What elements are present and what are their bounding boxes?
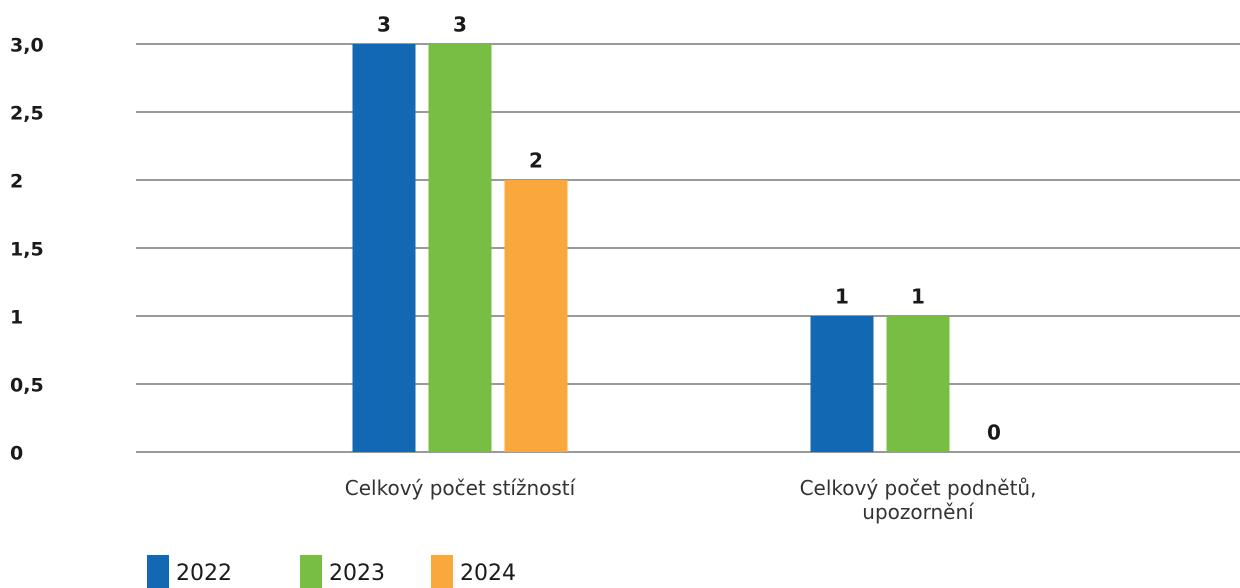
value-label: 0 (987, 421, 1001, 445)
y-tick-label: 1 (10, 307, 23, 329)
value-label: 2 (529, 149, 543, 173)
legend-label: 2022 (176, 561, 232, 586)
bar (886, 316, 950, 452)
y-tick-label: 2,5 (10, 103, 44, 125)
y-tick-label: 1,5 (10, 239, 44, 261)
x-tick-label: Celkový počet podnětů, upozornění (799, 476, 1037, 524)
x-tick-label: Celkový počet stížností (344, 476, 576, 500)
value-label: 3 (377, 13, 391, 37)
legend-label: 2023 (329, 561, 385, 586)
legend-label: 2024 (460, 561, 516, 586)
legend-swatch (300, 555, 322, 588)
y-tick-label: 0,5 (10, 375, 44, 397)
bar (428, 44, 492, 452)
legend-swatch (431, 555, 453, 588)
bar (504, 180, 568, 452)
legend-swatch (147, 555, 169, 588)
value-label: 1 (835, 285, 849, 309)
y-tick-label: 0 (10, 443, 23, 465)
bar (810, 316, 874, 452)
y-tick-label: 2 (10, 171, 23, 193)
value-label: 1 (911, 285, 925, 309)
bar (352, 44, 416, 452)
y-tick-label: 3,0 (10, 35, 44, 57)
value-label: 3 (453, 13, 467, 37)
